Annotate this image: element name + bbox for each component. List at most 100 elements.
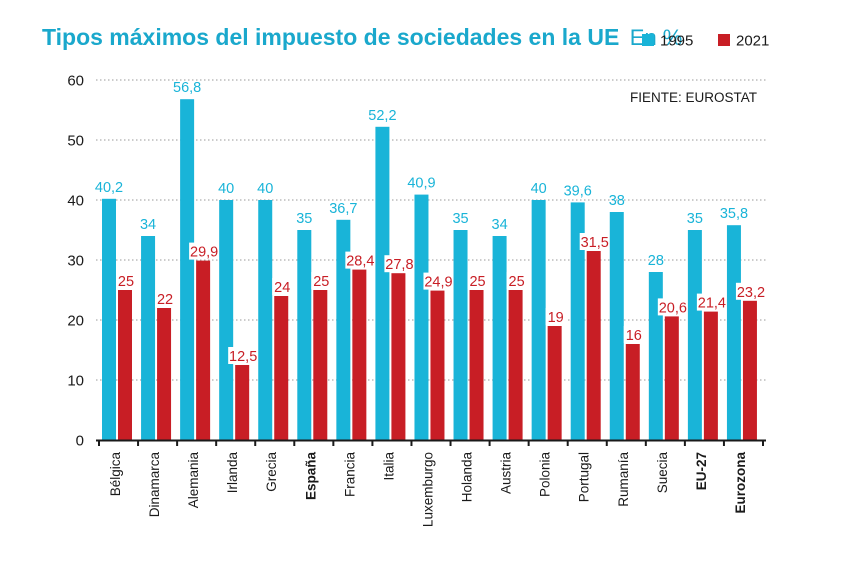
data-label-bg-2021 — [345, 251, 376, 269]
y-tick-label: 10 — [67, 373, 84, 390]
source-note: FIENTE: EUROSTAT — [630, 90, 757, 105]
bar-1995 — [180, 99, 195, 440]
data-label-2021: 31,5 — [581, 235, 609, 251]
bar-2021 — [235, 365, 250, 440]
bar-1995 — [336, 219, 351, 440]
data-label-bg-2021 — [579, 233, 610, 250]
legend: 1995 2021 — [642, 33, 769, 50]
data-label-bg-2021 — [384, 255, 415, 273]
data-label-1995: 52,2 — [368, 108, 396, 124]
category-label: Eurozona — [733, 452, 748, 514]
data-label-2021: 12,5 — [229, 349, 257, 365]
category-label: Rumanía — [616, 452, 631, 507]
data-label-2021: 27,8 — [385, 257, 413, 273]
bar-2021 — [274, 296, 289, 440]
bar-1995 — [570, 202, 585, 440]
data-label-1995: 38 — [609, 193, 625, 209]
data-label-bg-2021 — [155, 290, 176, 307]
data-label-bg-2021 — [116, 272, 136, 289]
data-label-1995: 35,8 — [720, 206, 748, 222]
bar-1995 — [375, 126, 390, 441]
category-label: Polonia — [538, 452, 553, 498]
data-label-bg-2021 — [272, 278, 293, 295]
data-label-1995: 28 — [648, 253, 664, 269]
bar-2021 — [157, 308, 172, 440]
data-label-2021: 29,9 — [190, 245, 218, 261]
data-label-2021: 21,4 — [698, 296, 726, 312]
bar-2021 — [391, 273, 406, 440]
data-label-2021: 19 — [548, 310, 564, 326]
data-label-1995: 35 — [296, 211, 312, 227]
chart-title: Tipos máximos del impuesto de sociedades… — [42, 24, 619, 50]
data-label-1995: 35 — [452, 211, 468, 227]
data-label-bg-2021 — [545, 308, 566, 325]
bar-1995 — [531, 200, 546, 440]
bar-1995 — [219, 200, 234, 440]
category-label: Portugal — [577, 452, 592, 502]
data-label-2021: 16 — [626, 328, 642, 344]
bar-2021 — [352, 269, 367, 440]
category-label: Irlanda — [225, 452, 240, 494]
bar-2021 — [547, 326, 562, 440]
bar-1995 — [453, 230, 468, 440]
chart-title-line: Tipos máximos del impuesto de sociedades… — [42, 24, 682, 50]
bar-1995 — [726, 225, 741, 440]
y-axis-ticks: 0 10 20 30 40 50 60 — [67, 73, 84, 450]
legend-swatch-2021 — [718, 34, 730, 46]
bar-2021 — [118, 290, 132, 440]
data-label-2021: 23,2 — [737, 285, 765, 301]
data-label-2021: 25 — [118, 274, 134, 290]
category-label: Suecia — [655, 452, 670, 494]
bar-1995 — [141, 236, 156, 440]
category-label: Alemania — [186, 452, 201, 509]
category-label: Francia — [342, 452, 357, 498]
category-label: EU-27 — [694, 452, 709, 490]
data-label-2021: 25 — [509, 274, 525, 290]
bar-1995 — [297, 230, 312, 440]
data-label-bg-2021 — [467, 272, 488, 289]
bar-1995 — [102, 198, 116, 440]
y-tick-label: 60 — [67, 73, 84, 90]
bar-1995 — [414, 194, 429, 440]
data-label-1995: 35 — [687, 211, 703, 227]
data-label-bg-2021 — [735, 282, 766, 300]
data-label-bg-2021 — [696, 293, 727, 311]
bar-2021 — [625, 344, 640, 440]
data-label-2021: 28,4 — [346, 254, 374, 270]
bar-1995 — [687, 230, 702, 440]
category-label: Austria — [499, 452, 514, 495]
data-label-bg-2021 — [623, 326, 644, 343]
category-label: Luxemburgo — [420, 452, 435, 527]
data-label-1995: 34 — [140, 217, 156, 233]
bars: 40,2 25 34 22 56,8 29,9 40 12,5 40 24 35 25 36,7 28,4… — [95, 80, 766, 441]
legend-label-1995: 1995 — [660, 33, 693, 50]
y-tick-label: 20 — [67, 313, 84, 330]
data-label-1995: 40 — [531, 181, 547, 197]
data-label-bg-2021 — [657, 298, 688, 316]
category-label: Dinamarca — [147, 452, 162, 518]
data-label-1995: 40 — [257, 181, 273, 197]
y-tick-label: 0 — [76, 433, 84, 450]
legend-label-2021: 2021 — [736, 33, 769, 50]
category-label: Bélgica — [108, 452, 123, 497]
bar-2021 — [469, 290, 484, 440]
data-label-2021: 24,9 — [424, 275, 452, 291]
x-axis — [96, 439, 766, 446]
data-label-2021: 20,6 — [659, 300, 687, 316]
bar-1995 — [648, 272, 663, 440]
category-labels: Bélgica Dinamarca Alemania Irlanda Grecia Esp… — [108, 452, 748, 528]
y-tick-label: 40 — [67, 193, 84, 210]
category-label: Grecia — [264, 452, 279, 492]
bar-1995 — [258, 200, 273, 440]
data-label-1995: 39,6 — [564, 183, 592, 199]
y-tick-label: 30 — [67, 253, 84, 270]
category-label: Holanda — [460, 452, 475, 503]
data-label-1995: 40,9 — [407, 176, 435, 192]
bar-2021 — [313, 290, 328, 440]
data-label-bg-2021 — [311, 272, 332, 289]
data-label-bg-2021 — [423, 272, 454, 290]
bar-1995 — [609, 212, 624, 440]
category-label: Italia — [381, 452, 396, 481]
data-label-2021: 25 — [469, 274, 485, 290]
